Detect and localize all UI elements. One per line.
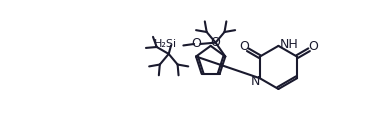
Text: N: N — [251, 75, 261, 88]
Text: O: O — [192, 37, 201, 50]
Text: NH: NH — [280, 38, 299, 51]
Text: O: O — [308, 40, 318, 53]
Text: O: O — [239, 40, 249, 53]
Text: O: O — [210, 36, 220, 49]
Text: H₂Si: H₂Si — [154, 39, 177, 49]
